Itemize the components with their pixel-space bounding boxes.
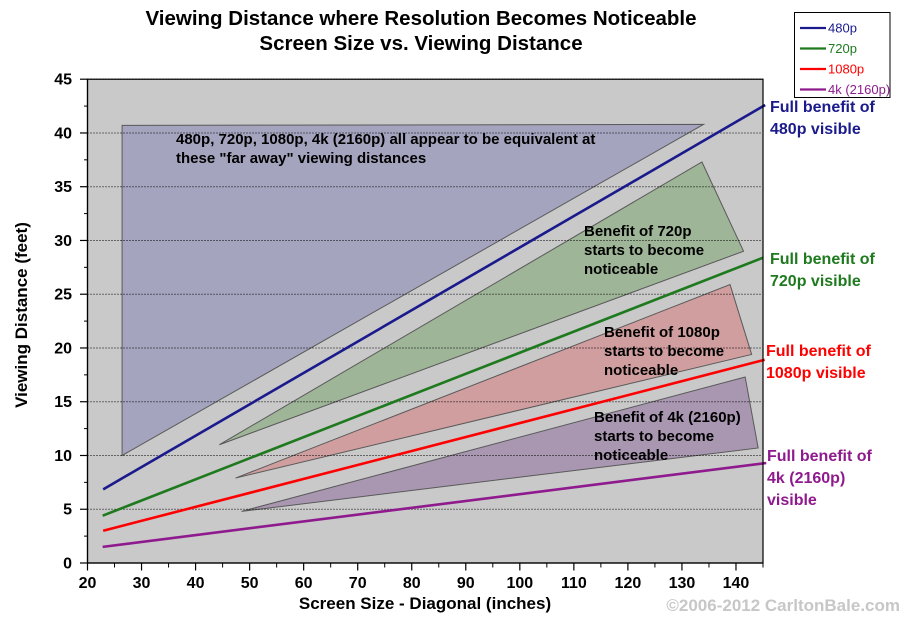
svg-text:60: 60 <box>295 575 313 592</box>
svg-text:100: 100 <box>506 575 533 592</box>
svg-text:0: 0 <box>63 556 72 573</box>
svg-text:480p: 480p <box>828 21 857 36</box>
svg-text:130: 130 <box>669 575 696 592</box>
svg-text:5: 5 <box>63 502 72 519</box>
svg-text:35: 35 <box>54 179 72 196</box>
svg-text:120: 120 <box>615 575 642 592</box>
svg-text:50: 50 <box>241 575 259 592</box>
svg-text:25: 25 <box>54 287 72 304</box>
svg-text:10: 10 <box>54 448 72 465</box>
svg-text:20: 20 <box>54 340 72 357</box>
svg-text:15: 15 <box>54 394 72 411</box>
svg-text:20: 20 <box>79 575 97 592</box>
svg-text:30: 30 <box>133 575 151 592</box>
svg-text:90: 90 <box>457 575 475 592</box>
svg-text:45: 45 <box>54 72 72 89</box>
svg-text:80: 80 <box>403 575 421 592</box>
svg-text:140: 140 <box>723 575 750 592</box>
svg-text:40: 40 <box>54 125 72 142</box>
svg-text:40: 40 <box>187 575 205 592</box>
svg-text:720p: 720p <box>828 41 857 56</box>
svg-text:70: 70 <box>349 575 367 592</box>
svg-text:30: 30 <box>54 233 72 250</box>
svg-text:110: 110 <box>561 575 587 592</box>
svg-text:4k (2160p): 4k (2160p) <box>828 82 890 97</box>
svg-text:1080p: 1080p <box>828 62 864 77</box>
